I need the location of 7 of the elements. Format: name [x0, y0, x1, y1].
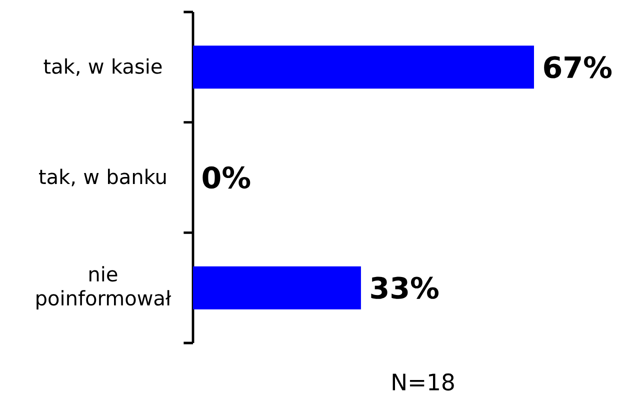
y-tick-label: tak, w banku — [39, 168, 166, 186]
text: N=18 — [392, 373, 454, 391]
data-label: 33% — [371, 276, 439, 299]
data-label: 67% — [544, 56, 612, 78]
data-label: 0% — [202, 166, 250, 189]
y-tick-label: nie poinformował — [36, 266, 172, 310]
y-tick-label: tak, w kasie — [44, 58, 162, 76]
